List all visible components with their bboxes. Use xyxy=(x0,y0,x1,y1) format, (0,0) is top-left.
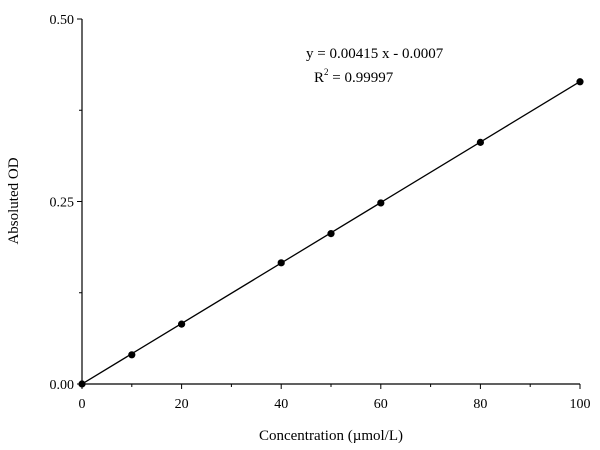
data-point xyxy=(277,259,285,267)
data-point xyxy=(327,230,335,238)
r-squared-sup: 2 xyxy=(324,67,329,77)
data-point xyxy=(377,199,385,207)
r-squared-r: R xyxy=(314,70,324,86)
x-axis-label: Concentration (µmol/L) xyxy=(259,428,403,444)
x-tick-label: 20 xyxy=(175,397,189,412)
equation-label: y = 0.00415 x - 0.0007 xyxy=(306,46,444,62)
y-tick-label: 0.00 xyxy=(50,378,75,393)
data-point xyxy=(128,351,136,359)
x-tick-label: 40 xyxy=(274,397,288,412)
x-tick-label: 60 xyxy=(374,397,388,412)
y-axis-label: Absoluted OD xyxy=(6,157,22,244)
x-tick-label: 0 xyxy=(79,397,86,412)
data-point xyxy=(178,320,186,328)
data-point xyxy=(576,78,584,86)
data-point xyxy=(78,380,86,388)
axes: 0 20 40 60 80 100 0.00 0.25 0.50 xyxy=(50,13,591,412)
r-squared-value: = 0.99997 xyxy=(329,70,394,86)
y-tick-label: 0.50 xyxy=(50,13,75,28)
x-tick-label: 100 xyxy=(570,397,591,412)
x-tick-label: 80 xyxy=(473,397,487,412)
data-points xyxy=(78,78,584,388)
r-squared-label: R2 = 0.99997 xyxy=(314,67,394,86)
y-tick-label: 0.25 xyxy=(50,196,75,211)
data-point xyxy=(476,138,484,146)
